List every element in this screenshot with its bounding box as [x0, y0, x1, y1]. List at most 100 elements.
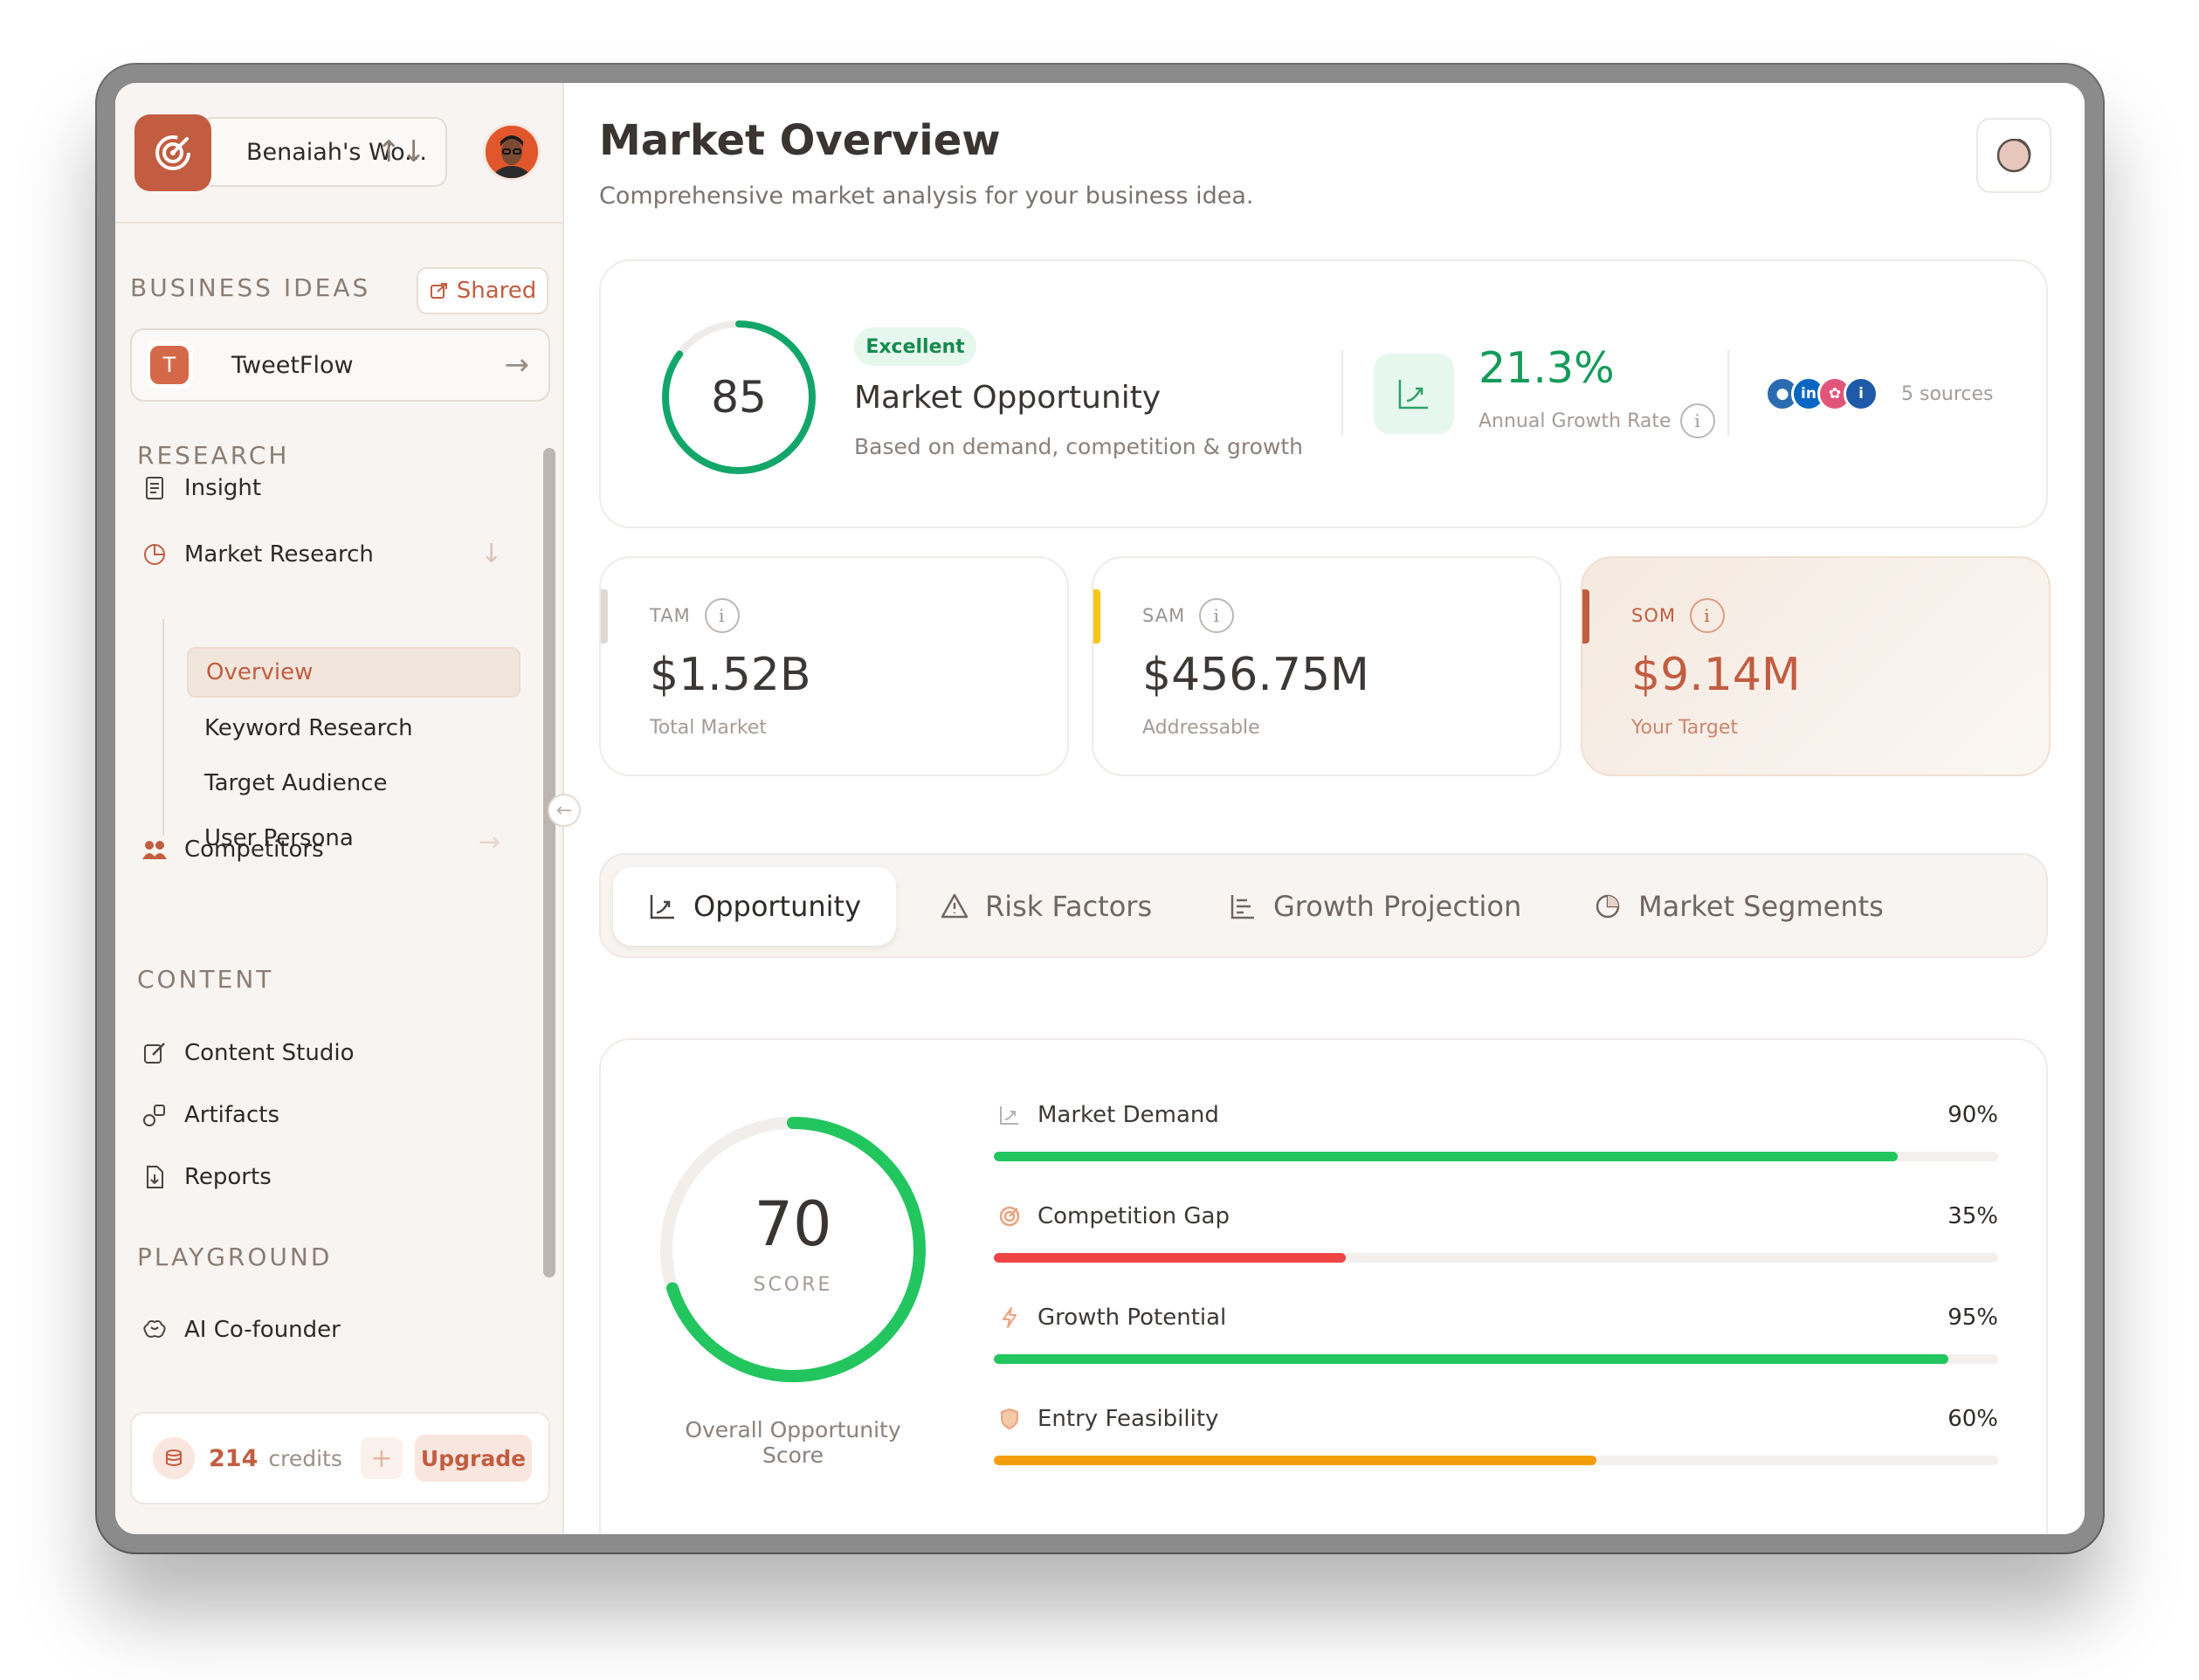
- info-icon[interactable]: i: [1199, 598, 1235, 633]
- score-ring-progress: [662, 320, 816, 474]
- document-icon: [137, 471, 172, 506]
- user-avatar-icon: [486, 126, 538, 178]
- lightning-icon: [994, 1306, 1025, 1329]
- app-window: Benaiah's Wo... ↑↓: [115, 83, 2085, 1534]
- workspace-header: Benaiah's Wo... ↑↓: [115, 83, 564, 224]
- sidebar-item-label: Competitors: [184, 837, 324, 863]
- add-credits-button[interactable]: +: [361, 1437, 403, 1479]
- metric-label: Growth Potential: [1037, 1305, 1227, 1331]
- tam-sub: Total Market: [650, 717, 767, 739]
- metric-track: [994, 1253, 1998, 1263]
- sidebar-subitem-target-audience[interactable]: Target Audience: [187, 758, 520, 809]
- idea-badge: T: [146, 341, 193, 389]
- market-opportunity-title: Market Opportunity: [854, 380, 1162, 416]
- file-download-icon: [137, 1160, 172, 1195]
- share-icon: [430, 283, 447, 299]
- sidebar: Benaiah's Wo... ↑↓: [115, 83, 564, 1534]
- overall-score-progress: [660, 1117, 926, 1382]
- sidebar-item-insight[interactable]: Insight: [137, 471, 261, 506]
- growth-rate-label: Annual Growth Rate i: [1479, 403, 1715, 438]
- info-icon[interactable]: i: [704, 598, 740, 633]
- stat-label: SOM: [1631, 605, 1676, 626]
- tab-market-segments[interactable]: Market Segments: [1593, 867, 1884, 946]
- sidebar-item-label: Artifacts: [184, 1102, 280, 1128]
- upgrade-button[interactable]: Upgrade: [415, 1435, 532, 1482]
- sidebar-item-competitors[interactable]: Competitors: [137, 832, 324, 867]
- collapse-sidebar-button[interactable]: ←: [548, 794, 581, 827]
- som-sub: Your Target: [1631, 717, 1739, 739]
- arrow-right-icon[interactable]: →: [479, 827, 501, 857]
- tab-risk-factors[interactable]: Risk Factors: [940, 867, 1152, 946]
- overall-score-value: 70: [754, 1188, 832, 1260]
- tam-card: TAM i $1.52B Total Market: [599, 556, 1069, 776]
- target-icon: [155, 135, 190, 170]
- stat-label: TAM: [650, 605, 691, 626]
- metric-label: Entry Feasibility: [1037, 1406, 1219, 1432]
- market-opportunity-card: 85 Excellent Market Opportunity Based on…: [599, 259, 2048, 528]
- market-opportunity-subtitle: Based on demand, competition & growth: [854, 434, 1303, 459]
- info-icon[interactable]: i: [1679, 403, 1715, 438]
- trend-chart-icon: [650, 895, 674, 919]
- analysis-tabs: Opportunity Risk Factors Growth Projecti…: [599, 853, 2048, 958]
- growth-rate-value: 21.3%: [1479, 343, 1615, 393]
- research-label: RESEARCH: [137, 441, 290, 470]
- sidebar-item-label: Market Research: [184, 541, 374, 568]
- trend-chart-icon: [1374, 354, 1454, 434]
- metric-track: [994, 1354, 1998, 1364]
- tab-label: Market Segments: [1638, 890, 1884, 923]
- sidebar-item-ai-cofounder[interactable]: AI Co-founder: [137, 1312, 341, 1347]
- sources-label: 5 sources: [1901, 382, 1994, 405]
- sidebar-item-artifacts[interactable]: Artifacts: [137, 1098, 279, 1133]
- overall-score-label: Overall Opportunity Score: [685, 1417, 901, 1468]
- metric-fill: [994, 1456, 1596, 1465]
- accent-bar: [1582, 589, 1589, 644]
- brain-icon: [137, 1312, 172, 1347]
- score-ring: [662, 320, 816, 474]
- sidebar-item-label: Content Studio: [184, 1040, 355, 1066]
- tab-label: Growth Projection: [1273, 890, 1522, 923]
- metric-label: Market Demand: [1037, 1102, 1219, 1128]
- credits-panel: 214 credits + Upgrade: [130, 1412, 550, 1504]
- bar-chart-icon: [1230, 895, 1254, 919]
- tab-opportunity[interactable]: Opportunity: [613, 867, 897, 946]
- sidebar-subitem-user-persona[interactable]: User Persona: [187, 813, 520, 864]
- metric-percent: 95%: [1947, 1305, 1998, 1331]
- workspace-logo[interactable]: [134, 114, 211, 191]
- accent-bar: [601, 589, 608, 644]
- info-icon[interactable]: i: [1689, 598, 1725, 633]
- chevron-down-icon[interactable]: ↓: [480, 539, 503, 569]
- shared-label: Shared: [456, 278, 537, 304]
- sidebar-item-content-studio[interactable]: Content Studio: [137, 1036, 354, 1071]
- sidebar-item-label: AI Co-founder: [184, 1317, 341, 1343]
- sidebar-item-label: Insight: [184, 475, 262, 501]
- metric-fill: [994, 1152, 1898, 1161]
- pie-chart-icon: [137, 537, 172, 572]
- workspace-switcher[interactable]: Benaiah's Wo... ↑↓: [201, 117, 447, 187]
- users-icon: [137, 832, 172, 867]
- sidebar-subitem-overview[interactable]: Overview: [187, 647, 520, 698]
- refresh-icon: [1996, 138, 2031, 173]
- shared-button[interactable]: Shared: [417, 267, 548, 314]
- idea-name: TweetFlow: [231, 351, 354, 379]
- submenu-guide: [162, 619, 164, 836]
- sidebar-scrollbar[interactable]: [543, 448, 555, 1277]
- sam-sub: Addressable: [1142, 717, 1260, 739]
- sidebar-subitem-keyword-research[interactable]: Keyword Research: [187, 703, 520, 754]
- theme-toggle-button[interactable]: [1976, 118, 2051, 193]
- sources-group[interactable]: ● in ✿ i 5 sources: [1765, 376, 1994, 411]
- sub-label: Keyword Research: [204, 715, 413, 741]
- main-content: Market Overview Comprehensive market ana…: [564, 83, 2085, 1534]
- idea-card-tweetflow[interactable]: T TweetFlow →: [130, 328, 550, 402]
- sam-label: SAM i: [1142, 598, 1235, 633]
- edit-icon: [137, 1036, 172, 1071]
- avatar[interactable]: [483, 123, 541, 181]
- metric-fill: [994, 1354, 1948, 1364]
- sidebar-item-market-research[interactable]: Market Research: [137, 537, 374, 572]
- coins-icon: [153, 1437, 195, 1479]
- score-caption: SCORE: [753, 1274, 833, 1296]
- tab-growth-projection[interactable]: Growth Projection: [1228, 867, 1521, 946]
- opportunity-score: 85: [711, 372, 767, 423]
- metric-growth-potential: Growth Potential 95%: [994, 1298, 1998, 1364]
- metric-percent: 60%: [1947, 1406, 1998, 1432]
- sidebar-item-reports[interactable]: Reports: [137, 1160, 272, 1195]
